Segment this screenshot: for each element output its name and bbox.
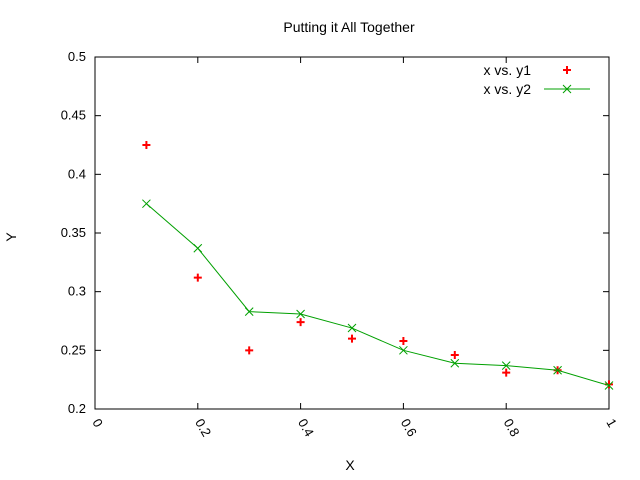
data-point-plus [399,336,408,345]
data-point-plus [193,273,202,282]
x-tick-label: 0.8 [501,416,523,439]
chart-title: Putting it All Together [283,19,415,35]
x-tick-label: 0.4 [295,416,317,439]
data-point-cross [553,365,562,375]
y-tick-label: 0.25 [61,342,86,357]
x-tick-label: 1 [603,416,620,430]
y-tick-label: 0.3 [68,284,86,299]
plot-area [94,56,610,410]
data-point-cross [501,361,511,370]
data-point-plus [563,66,571,74]
data-point-plus [502,368,511,377]
x-tick-label: 0.2 [192,416,214,439]
data-point-cross [142,199,151,209]
data-point-plus [245,346,254,355]
data-point-cross [244,307,254,316]
data-point-cross [347,323,357,333]
data-point-cross [450,358,460,368]
y-tick-label: 0.45 [61,108,86,123]
y-tick-label: 0.2 [68,401,86,416]
series-1 [142,141,613,389]
legend: x vs. y1 x vs. y2 [484,62,590,97]
x-axis: 0 0.2 0.4 0.6 0.8 1 [89,57,620,439]
legend-label: x vs. y2 [484,81,532,97]
y-tick-label: 0.4 [68,166,86,181]
series-2 [142,199,614,390]
series-group [142,141,614,390]
y-axis: 0.2 0.25 0.3 0.35 0.4 0.45 0.5 [61,49,609,416]
series-line [146,203,610,387]
y-axis-label: Y [3,232,19,242]
data-point-plus [450,351,459,360]
x-tick-label: 0.6 [398,416,420,439]
y-tick-label: 0.35 [61,225,86,240]
x-tick-label: 0 [89,416,106,430]
data-point-cross [399,345,408,355]
data-point-cross [604,381,614,390]
data-point-cross [562,84,572,94]
legend-label: x vs. y1 [484,62,532,78]
data-point-plus [142,141,151,149]
y-tick-label: 0.5 [68,49,86,64]
data-point-cross [193,243,203,253]
data-point-plus [296,318,305,327]
data-point-plus [348,334,356,343]
x-axis-label: X [345,457,355,473]
data-point-cross [296,309,305,319]
